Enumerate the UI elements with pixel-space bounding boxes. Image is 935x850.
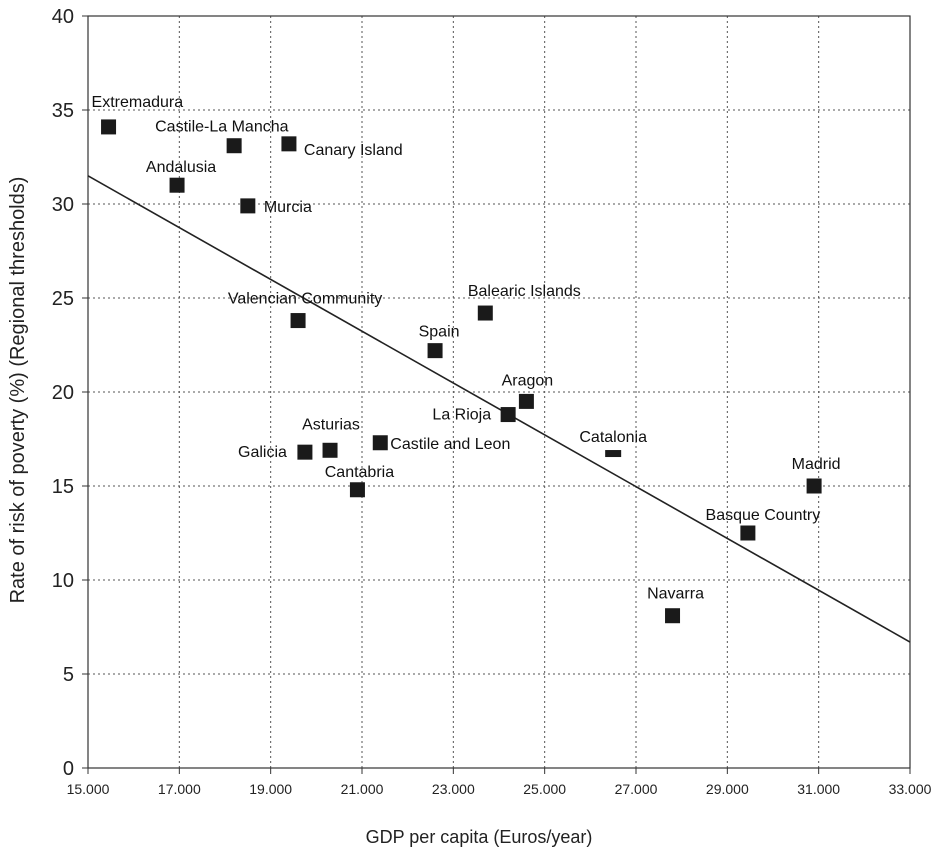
y-tick-label: 40 bbox=[52, 6, 74, 28]
label-andalusia: Andalusia bbox=[146, 159, 216, 176]
trend-line bbox=[87, 175, 911, 643]
label-canary-island: Canary Island bbox=[304, 142, 403, 159]
y-tick-label: 20 bbox=[52, 382, 74, 404]
point-andalusia bbox=[169, 177, 185, 193]
data-points bbox=[101, 119, 822, 624]
label-basque-country: Basque Country bbox=[706, 507, 821, 524]
trendline-group bbox=[87, 175, 911, 643]
point-galicia bbox=[297, 444, 313, 460]
y-axis-ticks: 0 5 10 15 20 25 30 35 40 bbox=[52, 6, 88, 780]
label-asturias: Asturias bbox=[302, 416, 360, 433]
y-tick-label: 0 bbox=[63, 758, 74, 780]
label-galicia: Galicia bbox=[238, 444, 287, 461]
point-valencian-community bbox=[290, 313, 306, 329]
y-tick-label: 15 bbox=[52, 476, 74, 498]
x-axis-ticks: 15.000 17.000 19.000 21.000 23.000 25.000 27.0… bbox=[67, 768, 932, 797]
point-murcia bbox=[240, 198, 256, 214]
x-tick-label: 27.000 bbox=[615, 781, 658, 797]
label-madrid: Madrid bbox=[792, 456, 841, 473]
point-navarra bbox=[665, 608, 681, 624]
x-tick-label: 33.000 bbox=[889, 781, 932, 797]
label-castile-and-leon: Castile and Leon bbox=[390, 436, 510, 453]
label-extremadura: Extremadura bbox=[92, 94, 184, 111]
grid bbox=[88, 16, 910, 768]
point-spain bbox=[427, 343, 443, 359]
x-axis-label: GDP per capita (Euros/year) bbox=[366, 827, 593, 847]
point-castile-la-mancha bbox=[226, 138, 242, 154]
x-tick-label: 25.000 bbox=[523, 781, 566, 797]
point-catalonia bbox=[605, 450, 622, 458]
y-tick-label: 35 bbox=[52, 100, 74, 122]
point-canary-island bbox=[281, 136, 297, 152]
x-tick-label: 29.000 bbox=[706, 781, 749, 797]
point-aragon bbox=[518, 393, 534, 409]
point-extremadura bbox=[101, 119, 117, 135]
x-tick-label: 19.000 bbox=[249, 781, 292, 797]
point-asturias bbox=[322, 442, 338, 458]
label-spain: Spain bbox=[419, 324, 460, 341]
x-tick-label: 17.000 bbox=[158, 781, 201, 797]
point-balearic-islands bbox=[477, 305, 493, 321]
data-labels: Extremadura Castile-La Mancha Canary Islan… bbox=[92, 94, 841, 603]
label-castile-la-mancha: Castile-La Mancha bbox=[155, 119, 289, 136]
x-tick-label: 15.000 bbox=[67, 781, 110, 797]
y-axis-label: Rate of risk of poverty (%) (Regional th… bbox=[7, 177, 29, 604]
y-tick-label: 10 bbox=[52, 570, 74, 592]
label-catalonia: Catalonia bbox=[579, 429, 647, 446]
point-basque-country bbox=[740, 525, 756, 541]
label-navarra: Navarra bbox=[647, 586, 704, 603]
point-castile-and-leon bbox=[372, 435, 388, 451]
x-tick-label: 23.000 bbox=[432, 781, 475, 797]
y-tick-label: 30 bbox=[52, 194, 74, 216]
point-madrid bbox=[806, 478, 822, 494]
y-tick-label: 5 bbox=[63, 664, 74, 686]
label-cantabria: Cantabria bbox=[325, 464, 394, 481]
label-valencian-community: Valencian Community bbox=[228, 291, 382, 308]
point-la-rioja bbox=[500, 407, 516, 423]
label-murcia: Murcia bbox=[264, 199, 312, 216]
point-cantabria bbox=[349, 482, 365, 498]
y-tick-label: 25 bbox=[52, 288, 74, 310]
x-tick-label: 31.000 bbox=[797, 781, 840, 797]
x-tick-label: 21.000 bbox=[341, 781, 384, 797]
label-aragon: Aragon bbox=[502, 372, 554, 389]
label-la-rioja: La Rioja bbox=[432, 407, 491, 424]
label-balearic-islands: Balearic Islands bbox=[468, 283, 581, 300]
